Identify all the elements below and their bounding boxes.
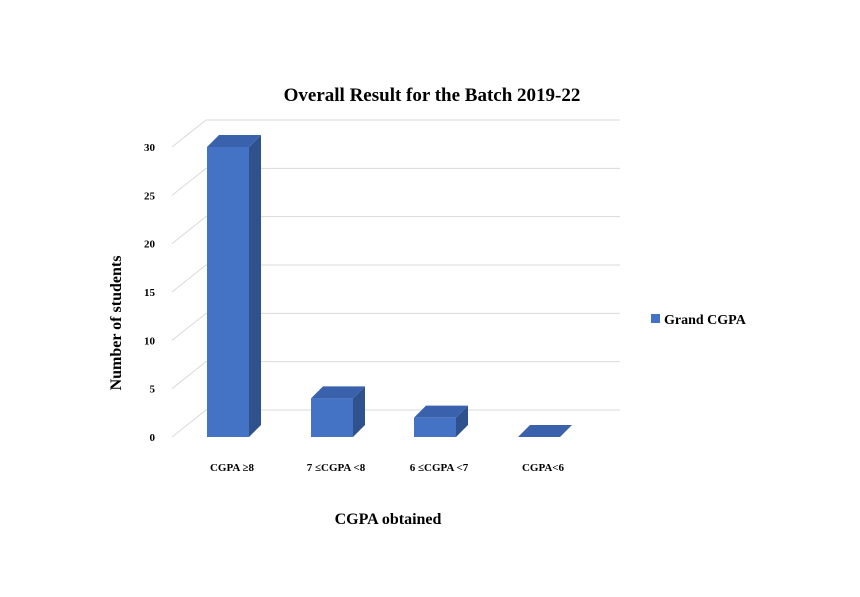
gridline [171, 216, 620, 245]
bar-top [207, 135, 261, 147]
bar-front [414, 417, 456, 437]
y-tick-label: 10 [144, 335, 156, 347]
y-tick-label: 25 [144, 190, 156, 202]
x-tick-label: 7 ≤CGPA <8 [307, 462, 366, 474]
bar-side [456, 405, 468, 437]
bar-top [414, 405, 468, 418]
gridline [171, 361, 620, 390]
bar-side [353, 386, 365, 437]
bar [207, 135, 261, 437]
bar [518, 425, 572, 437]
bar-side [249, 135, 261, 437]
chart-title: Overall Result for the Batch 2019-22 [284, 85, 581, 106]
gridline [171, 409, 620, 438]
x-tick-label: 6 ≤CGPA <7 [410, 462, 469, 474]
bar [414, 405, 468, 437]
y-tick-label: 30 [144, 142, 156, 154]
legend-label: Grand CGPA [664, 313, 747, 328]
y-tick-label: 0 [150, 432, 156, 444]
x-tick-label: CGPA<6 [522, 462, 565, 474]
y-tick-label: 5 [150, 384, 156, 396]
legend-swatch [651, 314, 660, 323]
bar-front [207, 147, 249, 437]
y-axis-label: Number of students [108, 256, 125, 391]
y-axis-ticks: 0 5 10 15 20 25 30 [144, 142, 156, 444]
x-tick-label: CGPA ≥8 [210, 462, 255, 474]
bar-front [311, 398, 353, 437]
bar-top [518, 425, 572, 437]
gridlines [171, 119, 620, 438]
y-tick-label: 20 [144, 239, 156, 251]
x-axis-label: CGPA obtained [335, 511, 442, 528]
bars [207, 135, 572, 437]
gridline [171, 119, 620, 148]
bar [311, 386, 365, 437]
y-tick-label: 15 [144, 287, 156, 299]
gridline [171, 264, 620, 293]
gridline [171, 312, 620, 341]
legend: Grand CGPA [651, 313, 747, 328]
bar-top [311, 386, 365, 399]
gridline [171, 167, 620, 196]
x-axis-ticks: CGPA ≥8 7 ≤CGPA <8 6 ≤CGPA <7 CGPA<6 [210, 462, 565, 474]
